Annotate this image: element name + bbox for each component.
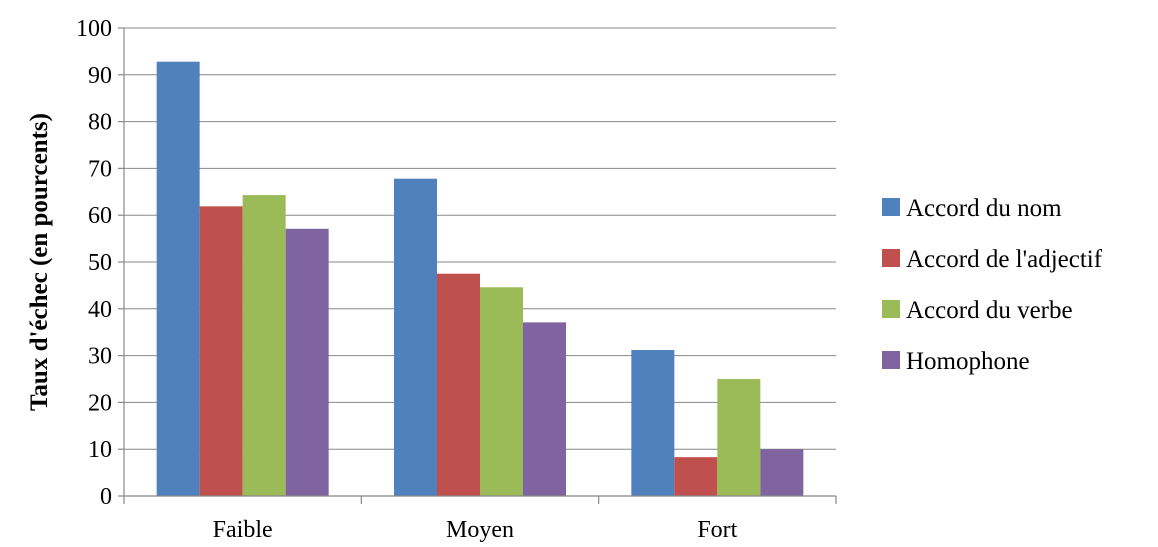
y-tick-label: 50 <box>88 250 112 276</box>
bars <box>156 61 804 497</box>
bar <box>631 349 675 496</box>
legend-label: Accord du nom <box>906 195 1062 222</box>
y-tick-label: 20 <box>88 390 112 416</box>
category-label: Moyen <box>446 517 514 543</box>
bar <box>523 322 566 496</box>
bar <box>437 273 480 496</box>
bar <box>394 178 437 497</box>
bar <box>199 206 243 497</box>
bar <box>717 379 761 496</box>
legend-swatch <box>882 351 900 369</box>
legend-label: Accord de l'adjectif <box>906 246 1103 273</box>
legend: Accord du nom Accord de l'adjectif Accord … <box>882 195 1103 375</box>
bar <box>674 457 718 496</box>
legend-swatch <box>882 300 900 318</box>
legend-label: Homophone <box>906 348 1030 375</box>
bar <box>760 449 804 496</box>
legend-swatch <box>882 249 900 267</box>
bar <box>156 61 200 497</box>
y-axis-label: Taux d'échec (en pourcents) <box>26 113 53 411</box>
y-tick-label: 60 <box>88 203 112 229</box>
bar <box>242 195 286 497</box>
category-labels: Faible Moyen Fort <box>213 517 738 543</box>
y-tick-label: 100 <box>76 16 112 42</box>
category-label: Faible <box>213 517 273 543</box>
category-label: Fort <box>697 517 737 543</box>
y-tick-label: 30 <box>88 344 112 370</box>
y-tick-label: 40 <box>88 297 112 323</box>
y-tick-labels: 0 10 20 30 40 50 60 70 80 90 100 <box>76 16 124 510</box>
legend-swatch <box>882 198 900 216</box>
bar <box>480 287 523 496</box>
y-tick-label: 90 <box>88 63 112 89</box>
bar <box>285 228 329 496</box>
y-tick-label: 80 <box>88 110 112 136</box>
y-tick-label: 0 <box>100 484 112 510</box>
y-tick-label: 10 <box>88 437 112 463</box>
y-tick-label: 70 <box>88 156 112 182</box>
legend-label: Accord du verbe <box>906 297 1073 324</box>
